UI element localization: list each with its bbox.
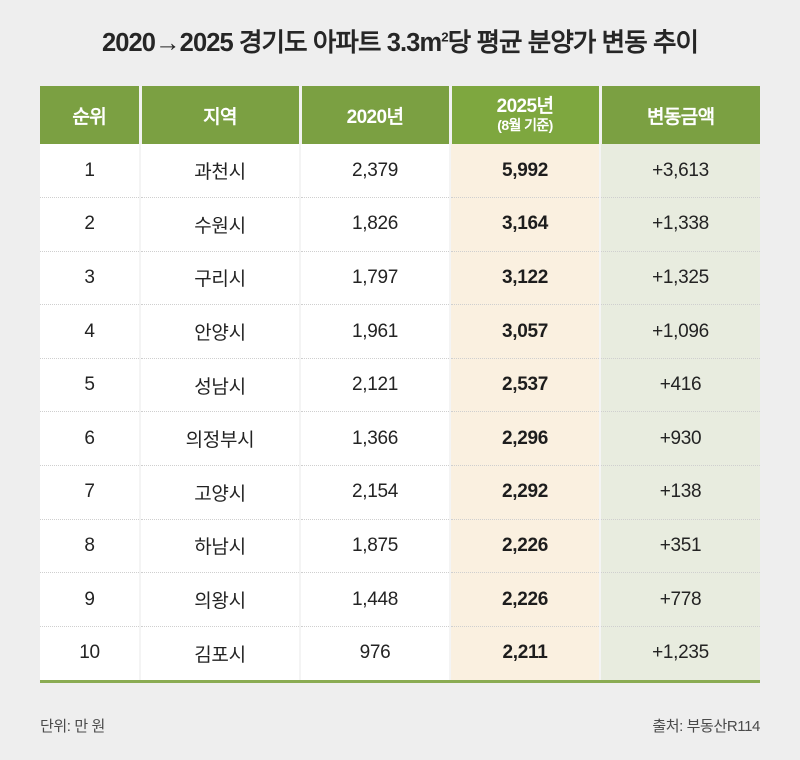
cell-area: 의왕시 [140, 572, 301, 627]
unit-note: 단위: 만 원 [40, 718, 105, 735]
cell-price-2025: 3,164 [450, 197, 601, 252]
cell-change-amount: +416 [600, 357, 760, 412]
cell-rank: 2 [40, 197, 141, 252]
table-row: 1 과천시 2,379 5,992 +3,613 [40, 144, 760, 198]
table-row: 6 의정부시 1,366 2,296 +930 [40, 411, 760, 466]
cell-price-2020: 1,875 [300, 518, 451, 573]
cell-price-2025: 2,211 [450, 625, 601, 680]
table-footer: 단위: 만 원 출처: 부동산R114 [40, 715, 760, 736]
cell-area: 의정부시 [140, 411, 301, 466]
table-row: 7 고양시 2,154 2,292 +138 [40, 465, 760, 520]
table-row: 4 안양시 1,961 3,057 +1,096 [40, 304, 760, 359]
table-row: 9 의왕시 1,448 2,226 +778 [40, 572, 760, 627]
column-header-year-2025-sub: (8월 기준) [497, 117, 553, 134]
square-meter-superscript: 2 [441, 29, 448, 45]
cell-rank: 8 [40, 518, 141, 573]
cell-price-2020: 2,154 [300, 465, 451, 520]
cell-change-amount: +1,096 [600, 304, 760, 359]
cell-price-2025: 3,122 [450, 250, 601, 305]
table-row: 8 하남시 1,875 2,226 +351 [40, 518, 760, 573]
cell-change-amount: +930 [600, 411, 760, 466]
cell-change-amount: +351 [600, 518, 760, 573]
title-text-before-superscript: 2020→2025 경기도 아파트 3.3m [101, 29, 442, 57]
table-header-row: 순위 지역 2020년 2025년 (8월 기준) 변동금액 [40, 86, 760, 144]
table-row: 3 구리시 1,797 3,122 +1,325 [40, 250, 760, 305]
cell-area: 과천시 [140, 144, 301, 198]
cell-change-amount: +1,235 [600, 625, 760, 680]
cell-price-2020: 2,379 [300, 144, 451, 198]
cell-price-2025: 5,992 [450, 144, 601, 198]
cell-price-2020: 1,797 [300, 250, 451, 305]
column-header-year-2020: 2020년 [300, 86, 452, 144]
cell-area: 김포시 [140, 625, 301, 680]
cell-price-2025: 2,296 [450, 411, 601, 466]
column-header-area: 지역 [140, 86, 302, 144]
cell-change-amount: +1,325 [600, 250, 760, 305]
table-body: 1 과천시 2,379 5,992 +3,613 2 수원시 1,826 3,164 +1,338… [40, 144, 760, 680]
cell-rank: 3 [40, 250, 141, 305]
cell-rank: 5 [40, 357, 141, 412]
cell-change-amount: +3,613 [600, 144, 760, 198]
column-header-rank: 순위 [40, 86, 142, 144]
cell-price-2020: 1,961 [300, 304, 451, 359]
column-header-change-amount: 변동금액 [600, 86, 760, 144]
column-header-year-2025-main: 2025년 [496, 96, 554, 118]
cell-rank: 10 [40, 625, 141, 680]
price-change-table: 순위 지역 2020년 2025년 (8월 기준) 변동금액 1 과천시 2,379… [40, 86, 760, 680]
cell-rank: 9 [40, 572, 141, 627]
cell-area: 구리시 [140, 250, 301, 305]
cell-change-amount: +778 [600, 572, 760, 627]
table-row: 10 김포시 976 2,211 +1,235 [40, 625, 760, 680]
table-header: 순위 지역 2020년 2025년 (8월 기준) 변동금액 [40, 86, 760, 144]
cell-rank: 7 [40, 465, 141, 520]
title-text-after-superscript: 당 평균 분양가 변동 추이 [447, 29, 699, 57]
cell-price-2020: 2,121 [300, 357, 451, 412]
table-row: 5 성남시 2,121 2,537 +416 [40, 357, 760, 412]
cell-price-2020: 1,366 [300, 411, 451, 466]
cell-price-2025: 3,057 [450, 304, 601, 359]
cell-rank: 6 [40, 411, 141, 466]
column-header-year-2025: 2025년 (8월 기준) [450, 86, 602, 144]
cell-price-2020: 976 [300, 625, 451, 680]
source-note: 출처: 부동산R114 [652, 718, 760, 735]
cell-price-2020: 1,826 [300, 197, 451, 252]
cell-area: 하남시 [140, 518, 301, 573]
cell-price-2020: 1,448 [300, 572, 451, 627]
cell-change-amount: +1,338 [600, 197, 760, 252]
cell-rank: 4 [40, 304, 141, 359]
page-title: 2020→2025 경기도 아파트 3.3m2당 평균 분양가 변동 추이 [0, 22, 800, 59]
cell-price-2025: 2,292 [450, 465, 601, 520]
cell-area: 안양시 [140, 304, 301, 359]
cell-rank: 1 [40, 144, 141, 198]
data-table-card: 순위 지역 2020년 2025년 (8월 기준) 변동금액 1 과천시 2,379… [40, 86, 760, 683]
cell-area: 수원시 [140, 197, 301, 252]
cell-price-2025: 2,226 [450, 518, 601, 573]
cell-change-amount: +138 [600, 465, 760, 520]
cell-area: 성남시 [140, 357, 301, 412]
cell-area: 고양시 [140, 465, 301, 520]
cell-price-2025: 2,537 [450, 357, 601, 412]
cell-price-2025: 2,226 [450, 572, 601, 627]
table-row: 2 수원시 1,826 3,164 +1,338 [40, 197, 760, 252]
